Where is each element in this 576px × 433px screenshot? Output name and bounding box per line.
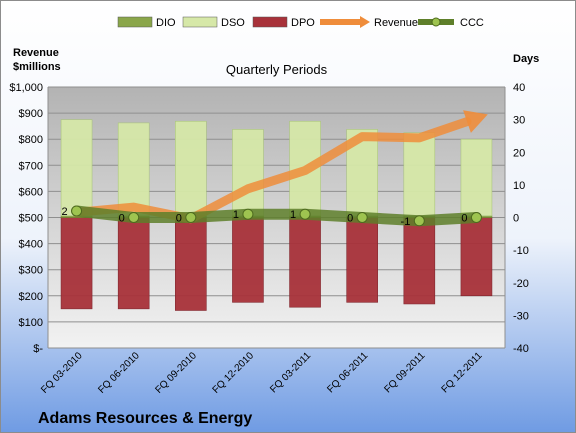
left-tick-label: $- bbox=[33, 343, 43, 355]
right-tick-label: 10 bbox=[513, 180, 525, 192]
ccc-data-label: 0 bbox=[119, 213, 125, 225]
left-tick-label: $800 bbox=[19, 134, 43, 146]
bar-dpo bbox=[403, 217, 436, 305]
bar-dpo bbox=[175, 217, 207, 311]
left-tick-label: $900 bbox=[19, 108, 43, 120]
right-tick-label: -30 bbox=[513, 310, 529, 322]
bar-dso bbox=[117, 122, 150, 217]
ccc-point bbox=[299, 208, 311, 220]
legend-label: CCC bbox=[460, 17, 484, 29]
company-title: Adams Resources & Energy bbox=[38, 410, 252, 427]
right-tick-label: -10 bbox=[513, 245, 529, 257]
ccc-line bbox=[71, 205, 482, 227]
legend-swatch bbox=[252, 16, 288, 28]
left-tick-label: $400 bbox=[19, 239, 43, 251]
revenue-arrowhead bbox=[463, 110, 488, 133]
ccc-data-label: 0 bbox=[461, 213, 467, 225]
left-tick-label: $600 bbox=[19, 186, 43, 198]
ccc-data-label: 1 bbox=[290, 209, 296, 221]
right-axis-title: Days bbox=[513, 53, 539, 65]
right-tick-label: 20 bbox=[513, 147, 525, 159]
right-tick-label: -20 bbox=[513, 278, 529, 290]
right-tick-label: -40 bbox=[513, 343, 529, 355]
ccc-data-label: 1 bbox=[233, 209, 239, 221]
bar-dpo bbox=[460, 217, 493, 297]
legend-swatch bbox=[182, 16, 218, 28]
ccc-data-label: 2 bbox=[61, 206, 67, 218]
chart-title: Quarterly Periods bbox=[226, 62, 328, 77]
ccc-point bbox=[128, 212, 140, 223]
ccc-point bbox=[242, 208, 254, 220]
left-tick-label: $700 bbox=[19, 160, 43, 172]
ccc-point bbox=[185, 212, 197, 223]
left-tick-label: $300 bbox=[19, 265, 43, 277]
left-tick-label: $1,000 bbox=[9, 82, 43, 94]
legend-arrowhead bbox=[360, 16, 370, 28]
legend-label: DIO bbox=[156, 17, 176, 29]
legend-label: DPO bbox=[291, 17, 315, 29]
ccc-point bbox=[356, 212, 368, 223]
left-axis-title: $millions bbox=[13, 61, 61, 73]
ccc-data-label: 0 bbox=[347, 213, 353, 225]
ccc-data-label: 0 bbox=[176, 213, 182, 225]
ccc-point bbox=[413, 215, 425, 227]
bar-dpo bbox=[117, 217, 150, 310]
bar-dso bbox=[175, 120, 207, 217]
ccc-data-label: -1 bbox=[401, 216, 411, 228]
legend-label: DSO bbox=[221, 17, 245, 29]
bar-dpo bbox=[346, 217, 378, 303]
bar-dso bbox=[460, 138, 493, 217]
left-tick-label: $200 bbox=[19, 291, 43, 303]
right-tick-label: 0 bbox=[513, 213, 519, 225]
legend-swatch bbox=[117, 16, 153, 28]
left-tick-label: $500 bbox=[19, 213, 43, 225]
legend-label: Revenue bbox=[374, 17, 418, 29]
bar-dso bbox=[232, 129, 264, 217]
ccc-point bbox=[71, 205, 83, 217]
bar-dpo bbox=[60, 217, 93, 310]
left-axis-title: Revenue bbox=[13, 47, 59, 59]
ccc-point bbox=[470, 212, 482, 223]
legend-marker-ccc bbox=[431, 17, 441, 27]
right-tick-label: 30 bbox=[513, 115, 525, 127]
revenue-line bbox=[72, 117, 472, 224]
bar-dpo bbox=[232, 217, 264, 303]
left-tick-label: $100 bbox=[19, 317, 43, 329]
right-tick-label: 40 bbox=[513, 82, 525, 94]
bar-dso bbox=[403, 132, 436, 217]
bar-dpo bbox=[289, 217, 321, 308]
bar-dso bbox=[60, 119, 93, 217]
